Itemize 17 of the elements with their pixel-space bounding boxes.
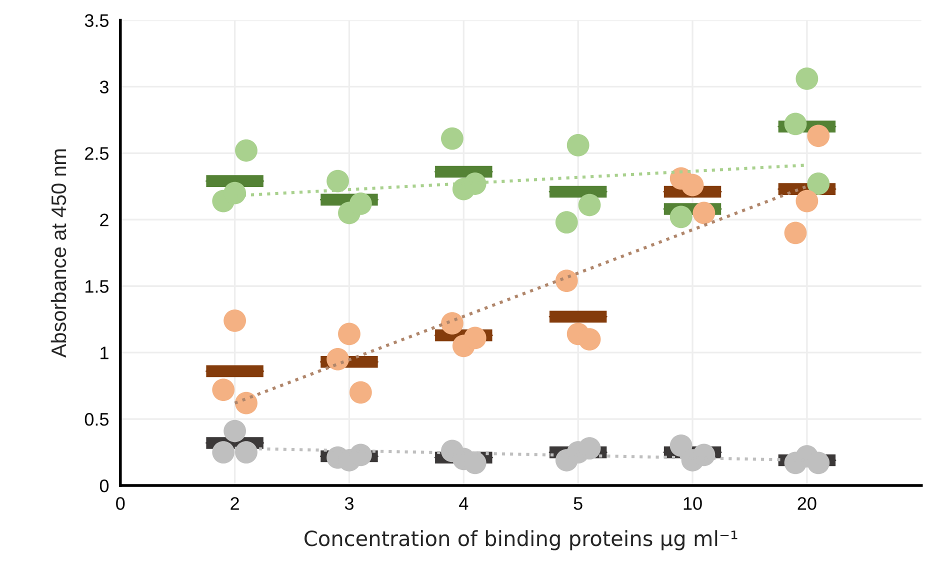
x-tick-label: 5 bbox=[574, 497, 582, 510]
x-tick-label: 3 bbox=[344, 497, 354, 510]
y-tick-label: 0.5 bbox=[84, 412, 109, 426]
x-tick-label: 2 bbox=[230, 497, 239, 510]
x-tick-label: 10 bbox=[684, 497, 702, 510]
y-tick-label: 3 bbox=[100, 80, 108, 94]
y-tick-label: 2 bbox=[100, 214, 108, 226]
x-tick-label: 4 bbox=[459, 497, 468, 510]
y-tick-label: 3.5 bbox=[84, 14, 109, 27]
y-tick-label: 2.5 bbox=[85, 147, 109, 160]
x-tick-label: 20 bbox=[798, 497, 816, 510]
y-tick-label: 1.5 bbox=[86, 280, 109, 293]
y-tick-label: 0 bbox=[100, 479, 109, 492]
y-tick-label: 1 bbox=[100, 346, 108, 360]
y-axis-title: Absorbance at 450 nm bbox=[50, 149, 66, 358]
x-tick-label: 0 bbox=[116, 497, 125, 510]
x-axis-title: Concentration of binding proteins µg ml⁻¹ bbox=[304, 530, 738, 550]
